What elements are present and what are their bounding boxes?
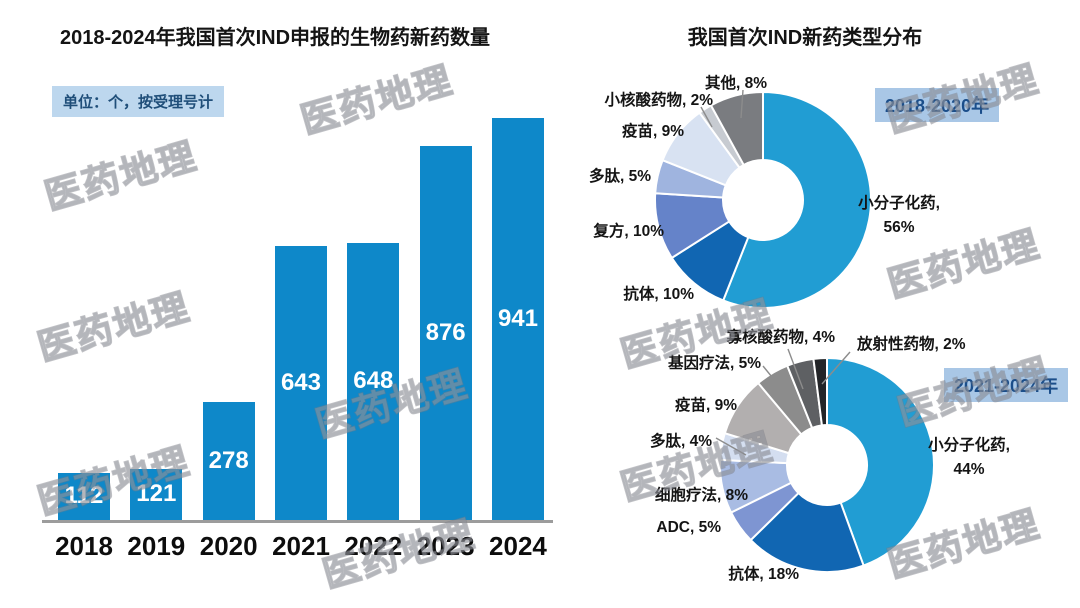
donut-2021-2024 — [716, 354, 938, 576]
pie-slice-label: 基因疗法, 5% — [667, 355, 761, 372]
pie-slice-label: 多肽, 5% — [588, 168, 651, 185]
bar-value-label: 648 — [353, 367, 394, 394]
donut-slice — [709, 91, 764, 166]
pie-charts-section: 我国首次IND新药类型分布 — [560, 0, 1080, 608]
bar-value-label: 876 — [425, 318, 466, 346]
x-axis-line — [42, 520, 553, 523]
bar-value-label: 941 — [497, 304, 538, 332]
pie-slice-label: 疫苗, 9% — [674, 397, 737, 414]
bar-value-label: 121 — [136, 480, 177, 507]
donut-slice — [826, 357, 935, 567]
donut-slice — [722, 91, 872, 309]
x-axis-label: 2023 — [416, 531, 475, 561]
pie-slice-label: 多肽, 4% — [649, 433, 712, 450]
pie-slice-label: 细胞疗法, 8% — [654, 487, 748, 504]
pie-slice-label: 寡核酸药物, 4% — [726, 329, 835, 346]
bar-chart-section: 2018-2024年我国首次IND申报的生物药新药数量 单位：个，按受理号计 1… — [42, 27, 553, 561]
pie-slice-label: 小分子化药, 44% — [928, 437, 1010, 478]
bar-2019 — [130, 469, 183, 521]
pie-slice-label: 抗体, 10% — [623, 286, 694, 303]
x-axis-label: 2022 — [344, 531, 403, 561]
bar-2024 — [491, 118, 544, 521]
bar-value-label: 112 — [64, 482, 104, 509]
bar-2023 — [419, 146, 472, 521]
bar-2020 — [202, 402, 255, 521]
bar-value-label: 278 — [208, 446, 249, 474]
pie-chart-title: 我国首次IND新药类型分布 — [687, 27, 923, 49]
pie-slice-label: 放射性药物, 2% — [857, 336, 966, 353]
period-badge-2021-2024: 2021-2024年 — [944, 368, 1069, 402]
bar-2022 — [347, 243, 400, 521]
bar-2018 — [58, 473, 110, 521]
x-axis-label: 2018 — [55, 531, 113, 561]
bar-value-label: 643 — [280, 368, 321, 396]
pie-slice-label: 其他, 8% — [704, 75, 767, 92]
bar-2021 — [274, 246, 327, 521]
pie-slice-label: 复方, 10% — [593, 223, 664, 240]
pie-slice-label: 抗体, 18% — [728, 566, 799, 583]
bar-chart-title: 2018-2024年我国首次IND申报的生物药新药数量 — [59, 27, 491, 49]
pie-slice-label: 小分子化药, 56% — [858, 195, 940, 236]
period-badge-2018-2020: 2018-2020年 — [875, 88, 1000, 122]
donut-2018-2020 — [651, 88, 875, 312]
x-axis-label: 2021 — [272, 531, 330, 561]
pie-slice-label: 小核酸药物, 2% — [604, 92, 713, 109]
pie-slice-label: 疫苗, 9% — [621, 123, 684, 140]
pie-slice-label: ADC, 5% — [656, 519, 721, 536]
x-axis-label: 2020 — [199, 531, 258, 561]
unit-note-badge: 单位：个，按受理号计 — [52, 86, 225, 117]
x-axis-label: 2024 — [489, 531, 547, 561]
x-axis-label: 2019 — [127, 531, 186, 561]
